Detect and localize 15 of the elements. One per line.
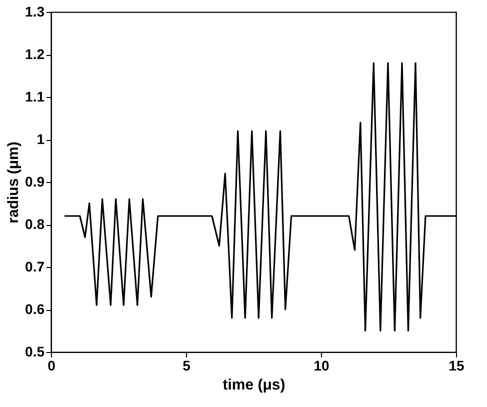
y-tick-label: 1.2 xyxy=(25,46,45,62)
y-tick-label: 1.1 xyxy=(25,88,45,104)
y-tick-label: 0.6 xyxy=(25,301,45,317)
y-tick-label: 0.8 xyxy=(25,216,45,232)
x-tick-label: 0 xyxy=(48,358,56,374)
x-axis-title: time (μs) xyxy=(222,376,286,394)
x-tick-label: 10 xyxy=(314,358,330,374)
y-tick-label: 0.5 xyxy=(25,344,45,360)
y-axis-title: radius (μm) xyxy=(5,142,22,224)
y-tick-label: 0.9 xyxy=(25,174,45,190)
x-tick-label: 15 xyxy=(448,358,464,374)
y-tick-label: 1 xyxy=(36,131,45,147)
y-tick-label: 1.3 xyxy=(25,4,45,20)
y-tick-label: 0.7 xyxy=(25,258,45,274)
x-tick-label: 5 xyxy=(182,358,191,374)
